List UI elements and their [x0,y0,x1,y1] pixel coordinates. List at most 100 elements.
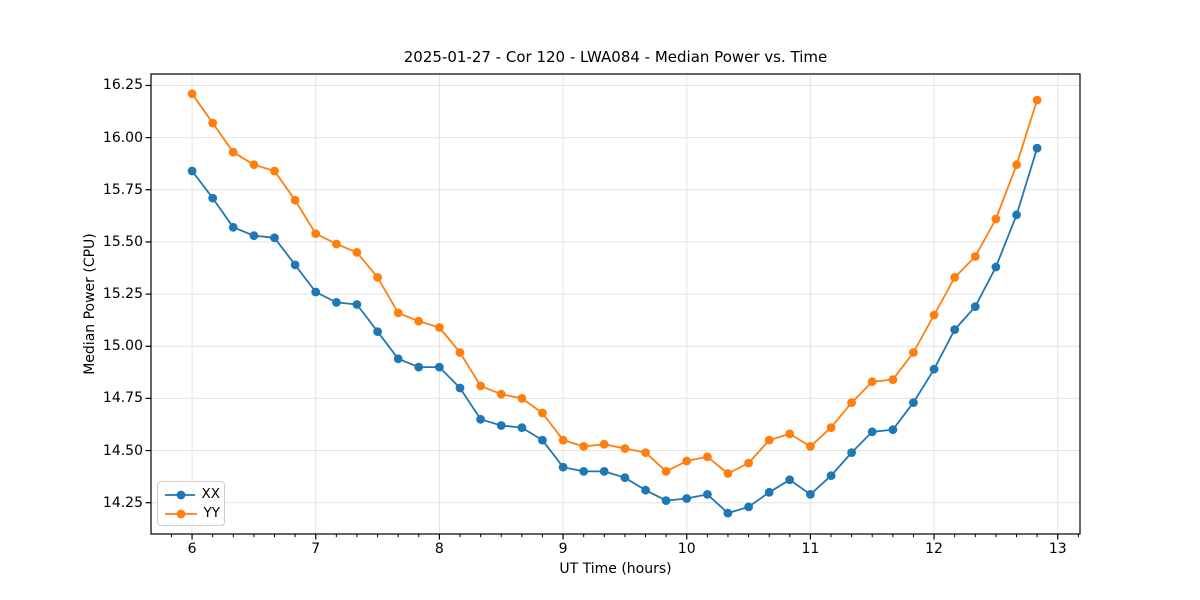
series-marker-yy [538,408,547,418]
series-marker-yy [599,439,609,449]
series-marker-xx [970,302,980,311]
x-tick-label: 10 [677,541,696,557]
series-line-xx [191,147,1038,514]
y-tick-label: 14.75 [102,390,143,407]
legend-item-xx: XX [164,485,220,504]
series-marker-xx [558,462,568,472]
series-marker-xx [270,233,279,243]
series-marker-xx [332,298,341,307]
legend: XX YY [157,481,225,526]
series-marker-xx [414,362,424,372]
series-marker-xx [352,300,362,309]
series-marker-yy [270,166,279,176]
series-marker-yy [352,248,362,257]
series-marker-yy [764,435,774,445]
series-marker-xx [373,327,382,336]
series-marker-yy [290,195,300,205]
series-marker-yy [249,160,259,170]
series-marker-yy [888,375,898,384]
series-marker-xx [579,467,589,476]
series-marker-yy [393,308,403,318]
x-tick-label: 8 [434,541,444,557]
y-tick-label: 15.00 [102,338,143,355]
series-marker-xx [661,496,671,505]
x-tick-label: 7 [311,541,321,557]
series-marker-yy [929,310,939,320]
xx-swatch-marker [176,490,186,499]
series-marker-yy [703,452,712,462]
series-marker-yy [826,423,836,432]
series-marker-xx [909,398,918,407]
series-marker-xx [847,448,856,457]
yy-swatch-marker [176,509,186,518]
series-marker-yy [455,348,465,357]
series-marker-yy [806,442,815,451]
x-tick-label: 6 [187,541,197,557]
chart-title: 2025-01-27 - Cor 120 - LWA084 - Median P… [403,48,828,66]
yy-series-swatch [165,509,197,518]
series-marker-yy [414,316,424,326]
series-marker-yy [208,118,218,128]
y-tick-label: 15.75 [102,181,143,198]
series-marker-yy [661,467,671,476]
series-marker-xx [744,502,753,512]
series-marker-yy [579,442,589,451]
series-marker-yy [950,273,960,282]
series-line-yy [191,93,1038,475]
series-marker-xx [476,414,485,424]
x-tick-label: 13 [1048,541,1067,557]
x-tick-label: 11 [801,541,820,557]
series-marker-xx [764,487,774,497]
series-marker-yy [228,147,238,157]
series-marker-xx [249,231,259,241]
series-marker-xx [991,262,1001,272]
y-tick-label: 14.25 [102,494,143,511]
series-marker-yy [1032,95,1042,105]
series-marker-xx [867,427,877,437]
series-marker-xx [723,508,733,518]
series-marker-xx [620,473,630,483]
series-marker-xx [187,166,197,176]
series-marker-yy [620,444,630,453]
axes-frame [150,73,1081,535]
series-marker-yy [723,469,733,478]
series-marker-yy [991,214,1001,224]
series-marker-yy [558,435,568,445]
legend-label-xx: XX [201,486,221,502]
series-marker-xx [703,490,712,499]
x-axis-label: UT Time (hours) [559,561,672,577]
series-marker-xx [806,490,815,499]
series-marker-xx [826,471,836,480]
series-marker-xx [455,383,465,393]
series-marker-xx [785,475,795,485]
series-marker-xx [311,287,321,297]
series-marker-yy [1012,160,1021,170]
series-marker-yy [435,323,444,332]
series-marker-xx [682,494,692,503]
series-marker-yy [785,429,795,439]
series-marker-xx [641,485,650,495]
y-tick-label: 14.50 [102,442,143,459]
series-marker-yy [744,458,753,468]
x-tick-label: 9 [558,541,568,557]
series-marker-xx [950,325,960,334]
series-marker-yy [867,377,877,387]
series-marker-xx [929,364,939,374]
legend-label-yy: YY [203,505,221,521]
x-tick-label: 12 [925,541,943,557]
series-marker-yy [970,252,980,261]
series-marker-xx [208,193,218,203]
series-marker-xx [888,425,898,435]
series-marker-yy [373,273,382,282]
y-tick-label: 15.50 [102,233,143,250]
series-marker-xx [517,423,527,432]
series-marker-yy [909,348,918,357]
series-marker-yy [847,398,856,407]
xx-series-swatch [165,490,195,499]
series-marker-yy [187,89,197,99]
series-marker-xx [538,435,547,445]
series-marker-yy [476,381,485,391]
series-marker-xx [496,421,506,430]
